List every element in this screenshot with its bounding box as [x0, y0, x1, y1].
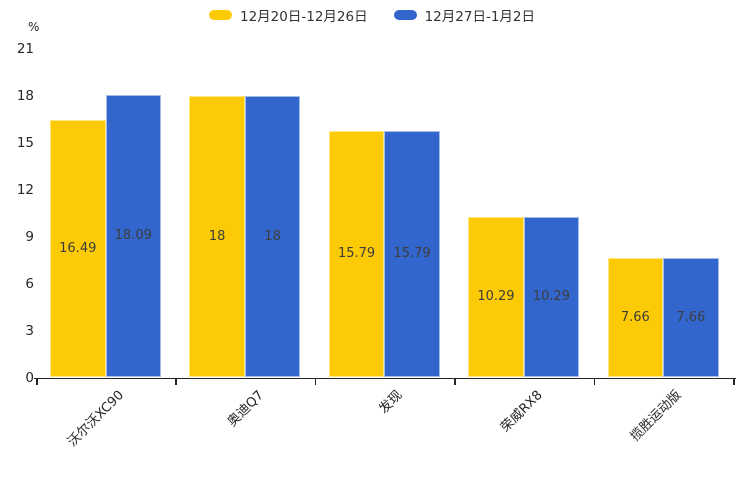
- bar-发现-series1: [384, 130, 440, 378]
- bar-荣威RX8-series1: [523, 216, 580, 378]
- bar-value-label: 16.49: [59, 240, 97, 256]
- bar-揽胜运动版-series1: [663, 257, 719, 378]
- y-tick-label: 0: [25, 369, 34, 386]
- bar-value-label: 10.29: [477, 289, 515, 305]
- y-tick-label: 3: [25, 322, 34, 339]
- legend-label: 12月27日-1月2日: [424, 9, 535, 25]
- y-tick-label: 18: [16, 88, 34, 105]
- legend-item-1[interactable]: 12月27日-1月2日: [393, 5, 535, 25]
- bar-发现-series0: [328, 130, 385, 378]
- x-axis-line: [34, 377, 736, 379]
- y-tick-label: 6: [25, 275, 34, 292]
- bar-沃尔沃XC90-series1: [105, 94, 161, 378]
- bar-value-label: 10.29: [532, 289, 571, 305]
- y-tick-label: 9: [25, 228, 34, 245]
- bar-value-label: 18: [264, 228, 281, 244]
- legend: 12月20日-12月26日 12月27日-1月2日: [0, 5, 744, 25]
- x-category-label: 发现: [376, 387, 406, 417]
- bar-value-label: 18: [208, 228, 226, 244]
- x-category-label: 揽胜运动版: [628, 387, 685, 445]
- x-category-label: 沃尔沃XC90: [65, 387, 128, 450]
- x-axis-tick: [314, 378, 317, 385]
- bar-揽胜运动版-series0: [607, 257, 664, 378]
- bar-奥迪Q7-series0: [189, 96, 245, 378]
- legend-swatch-icon: [393, 10, 417, 20]
- legend-item-0[interactable]: 12月20日-12月26日: [209, 5, 368, 25]
- legend-label: 12月20日-12月26日: [240, 9, 368, 25]
- x-axis-tick: [454, 378, 456, 385]
- legend-swatch-icon: [209, 10, 232, 20]
- y-axis-unit-label: %: [28, 20, 40, 34]
- x-category-label: 奥迪Q7: [224, 387, 267, 430]
- bar-value-label: 7.66: [676, 309, 706, 325]
- bar-value-label: 7.66: [620, 309, 650, 325]
- bar-沃尔沃XC90-series0: [50, 119, 106, 378]
- y-tick-label: 21: [16, 41, 34, 58]
- x-axis-tick: [733, 378, 735, 385]
- x-axis-tick: [593, 378, 596, 385]
- x-axis-tick: [175, 378, 177, 385]
- x-category-label: 荣威RX8: [497, 387, 546, 436]
- bar-荣威RX8-series0: [468, 216, 524, 378]
- bar-value-label: 15.79: [393, 246, 431, 262]
- bar-value-label: 15.79: [337, 246, 376, 262]
- bar-value-label: 18.09: [114, 228, 152, 244]
- x-axis-tick: [36, 378, 38, 385]
- y-tick-label: 15: [16, 135, 34, 152]
- bar-奥迪Q7-series1: [244, 96, 301, 378]
- y-tick-label: 12: [16, 182, 34, 199]
